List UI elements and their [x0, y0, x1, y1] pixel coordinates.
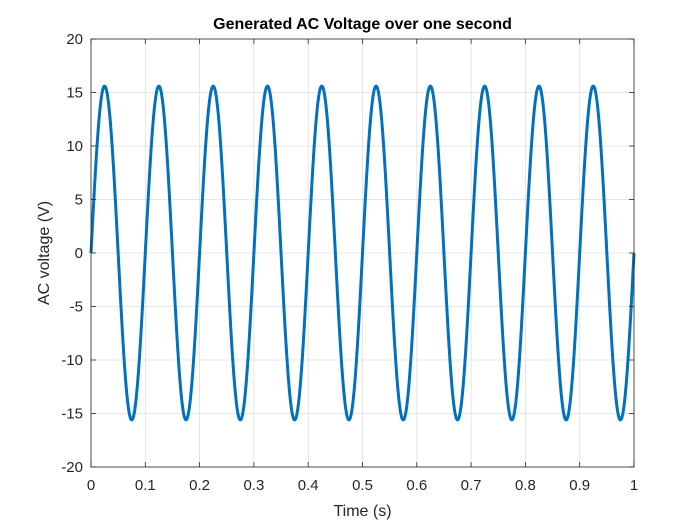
- x-tick-label: 0.5: [352, 477, 373, 494]
- x-tick-label: 1: [630, 477, 638, 494]
- y-tick-label: 15: [66, 85, 83, 102]
- y-axis-label: AC voltage (V): [36, 201, 53, 305]
- tick-marks: [90, 38, 635, 468]
- y-tick-labels: 20 15 10 5 0 -5 -10 -15 -20: [61, 31, 83, 476]
- x-tick-labels: 0 0.1 0.2 0.3 0.4 0.5 0.6 0.7 0.8 0.9 1: [87, 477, 638, 494]
- chart-title: Generated AC Voltage over one second: [213, 16, 512, 33]
- series-group: [89, 84, 636, 422]
- x-tick-label: 0.2: [189, 477, 210, 494]
- x-axis-label: Time (s): [333, 503, 391, 520]
- y-tick-label: -20: [61, 459, 83, 476]
- x-tick-label: 0: [87, 477, 95, 494]
- y-tick-label: 0: [75, 245, 83, 262]
- y-tick-label: 5: [75, 192, 83, 209]
- x-tick-label: 0.1: [135, 477, 156, 494]
- series-line-0: [89, 84, 636, 422]
- x-tick-label: 0.7: [461, 477, 482, 494]
- y-tick-label: -15: [61, 406, 83, 423]
- y-tick-label: 20: [66, 31, 83, 48]
- y-tick-label: 10: [66, 138, 83, 155]
- y-tick-label: -10: [61, 352, 83, 369]
- x-tick-label: 0.8: [515, 477, 536, 494]
- x-tick-label: 0.6: [406, 477, 427, 494]
- y-tick-label: -5: [70, 299, 83, 316]
- x-tick-label: 0.3: [243, 477, 264, 494]
- x-tick-label: 0.4: [298, 477, 319, 494]
- x-tick-label: 0.9: [569, 477, 590, 494]
